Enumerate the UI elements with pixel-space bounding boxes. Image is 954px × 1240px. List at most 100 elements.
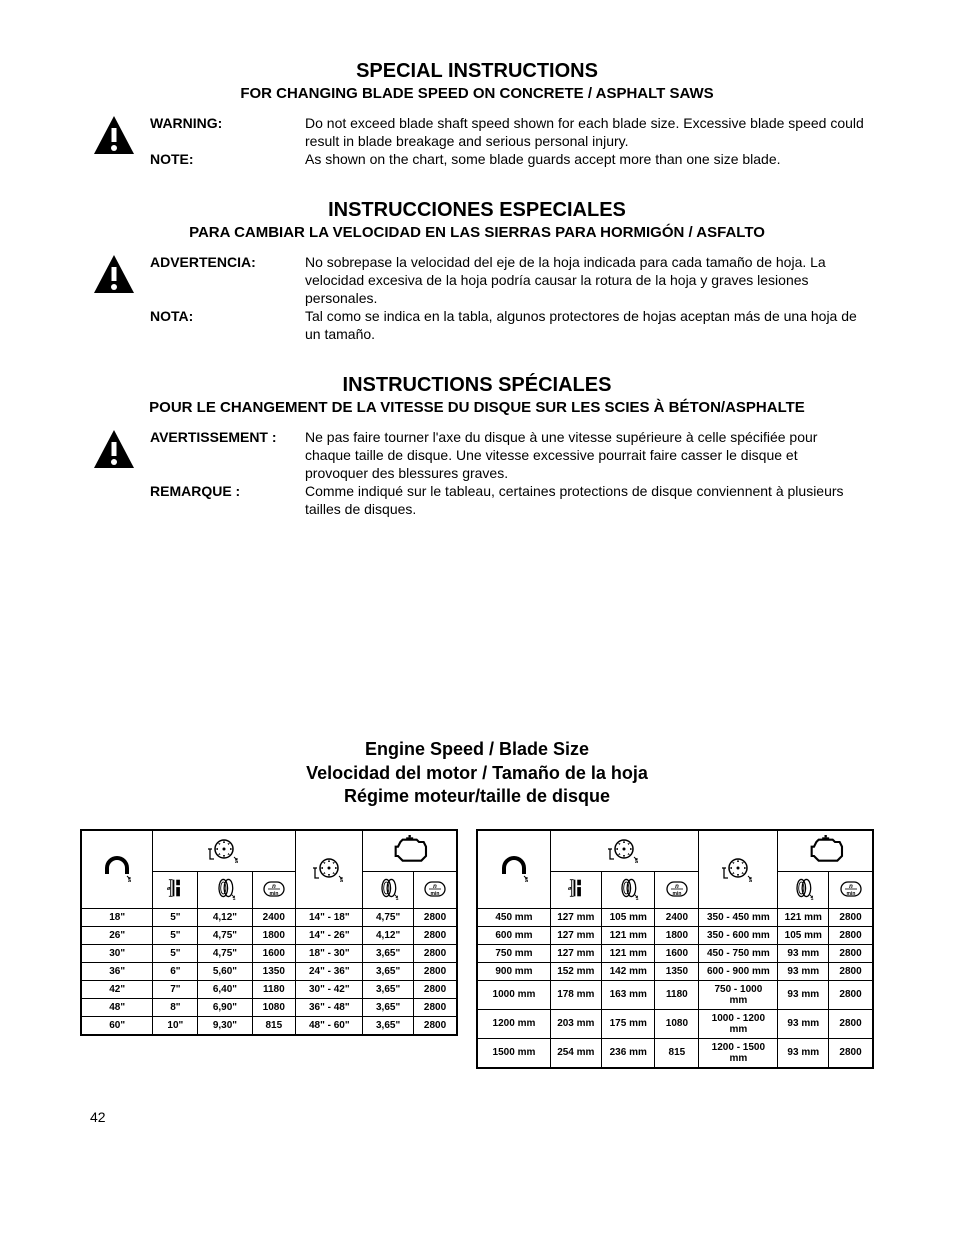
table-cell: 4,12" <box>363 926 413 944</box>
table-cell: 105 mm <box>602 908 655 926</box>
nmin-icon <box>413 871 457 908</box>
blade-group-icon <box>550 830 699 872</box>
table-row: 60"10"9,30"81548" - 60"3,65"2800 <box>81 1016 457 1035</box>
pulley-icon <box>198 871 252 908</box>
table-row: 600 mm127 mm121 mm1800350 - 600 mm105 mm… <box>477 926 873 944</box>
pulley-icon <box>602 871 655 908</box>
section-subtitle: PARA CAMBIAR LA VELOCIDAD EN LAS SIERRAS… <box>80 224 874 241</box>
section-title: INSTRUCCIONES ESPECIALES <box>80 199 874 222</box>
section-title: SPECIAL INSTRUCTIONS <box>80 60 874 83</box>
table-cell: 1350 <box>252 962 296 980</box>
data-table: 450 mm127 mm105 mm2400350 - 450 mm121 mm… <box>476 829 874 1069</box>
table-cell: 48" <box>81 998 153 1016</box>
table-cell: 2800 <box>829 980 873 1009</box>
pulley-icon <box>778 871 829 908</box>
table-cell: 163 mm <box>602 980 655 1009</box>
table-cell: 4,75" <box>363 908 413 926</box>
table-cell: 36" - 48" <box>296 998 363 1016</box>
depth-icon <box>550 871 601 908</box>
table-cell: 1800 <box>655 926 699 944</box>
engine-group-icon <box>363 830 457 872</box>
table-cell: 1180 <box>655 980 699 1009</box>
table-cell: 203 mm <box>550 1009 601 1038</box>
warning-label: WARNING: <box>150 114 305 150</box>
table-cell: 93 mm <box>778 944 829 962</box>
warning-body: Comme indiqué sur le tableau, certaines … <box>305 482 864 518</box>
table-cell: 815 <box>655 1038 699 1068</box>
table-row: 48"8"6,90"108036" - 48"3,65"2800 <box>81 998 457 1016</box>
table-cell: 600 mm <box>477 926 550 944</box>
table-cell: 1600 <box>655 944 699 962</box>
table-cell: 350 - 600 mm <box>699 926 778 944</box>
section-subtitle: POUR LE CHANGEMENT DE LA VITESSE DU DISQ… <box>80 399 874 416</box>
table-cell: 6,90" <box>198 998 252 1016</box>
table-cell: 30" - 42" <box>296 980 363 998</box>
table-cell: 30" <box>81 944 153 962</box>
table-cell: 2800 <box>829 962 873 980</box>
table-cell: 121 mm <box>602 926 655 944</box>
blade-col-icon <box>699 830 778 909</box>
table-cell: 127 mm <box>550 944 601 962</box>
table-row: 1500 mm254 mm236 mm8151200 - 1500 mm93 m… <box>477 1038 873 1068</box>
table-cell: 350 - 450 mm <box>699 908 778 926</box>
table-cell: 2800 <box>829 1009 873 1038</box>
table-row: 26"5"4,75"180014" - 26"4,12"2800 <box>81 926 457 944</box>
table-cell: 5" <box>153 926 198 944</box>
table-cell: 2800 <box>829 908 873 926</box>
warning-triangle-icon <box>90 426 138 474</box>
table-cell: 815 <box>252 1016 296 1035</box>
nmin-icon <box>829 871 873 908</box>
table-cell: 2800 <box>413 926 457 944</box>
table-cell: 254 mm <box>550 1038 601 1068</box>
table-title: Engine Speed / Blade Size Velocidad del … <box>80 738 874 808</box>
engine-group-icon <box>778 830 873 872</box>
table-cell: 93 mm <box>778 1009 829 1038</box>
table-cell: 142 mm <box>602 962 655 980</box>
section-title: INSTRUCTIONS SPÉCIALES <box>80 374 874 397</box>
table-cell: 121 mm <box>778 908 829 926</box>
table-row: 36"6"5,60"135024" - 36"3,65"2800 <box>81 962 457 980</box>
table-row: 30"5"4,75"160018" - 30"3,65"2800 <box>81 944 457 962</box>
table-cell: 3,65" <box>363 944 413 962</box>
table-row: 1000 mm178 mm163 mm1180750 - 1000 mm93 m… <box>477 980 873 1009</box>
table-cell: 1600 <box>252 944 296 962</box>
table-cell: 14" - 26" <box>296 926 363 944</box>
table-cell: 1500 mm <box>477 1038 550 1068</box>
warning-triangle-icon <box>90 112 138 160</box>
warning-label: NOTA: <box>150 307 305 343</box>
table-cell: 900 mm <box>477 962 550 980</box>
table-cell: 1200 - 1500 mm <box>699 1038 778 1068</box>
table-cell: 450 mm <box>477 908 550 926</box>
depth-icon <box>153 871 198 908</box>
table-cell: 2800 <box>829 1038 873 1068</box>
table-row: 1200 mm203 mm175 mm10801000 - 1200 mm93 … <box>477 1009 873 1038</box>
table-cell: 36" <box>81 962 153 980</box>
warning-body: No sobrepase la velocidad del eje de la … <box>305 253 864 308</box>
table-row: 18"5"4,12"240014" - 18"4,75"2800 <box>81 908 457 926</box>
warning-label: NOTE: <box>150 150 305 168</box>
table-cell: 1350 <box>655 962 699 980</box>
warning-block: WARNING:Do not exceed blade shaft speed … <box>80 114 874 169</box>
guard-col-icon <box>81 830 153 909</box>
table-cell: 1200 mm <box>477 1009 550 1038</box>
table-cell: 178 mm <box>550 980 601 1009</box>
warning-body: Ne pas faire tourner l'axe du disque à u… <box>305 428 864 483</box>
blade-group-icon <box>153 830 296 872</box>
table-cell: 1080 <box>252 998 296 1016</box>
table-cell: 3,65" <box>363 962 413 980</box>
table-cell: 6,40" <box>198 980 252 998</box>
table-cell: 2800 <box>829 926 873 944</box>
table-cell: 2400 <box>252 908 296 926</box>
table-cell: 60" <box>81 1016 153 1035</box>
table-cell: 2800 <box>413 908 457 926</box>
table-cell: 175 mm <box>602 1009 655 1038</box>
table-cell: 3,65" <box>363 980 413 998</box>
table-cell: 48" - 60" <box>296 1016 363 1035</box>
table-cell: 18" <box>81 908 153 926</box>
table-cell: 3,65" <box>363 1016 413 1035</box>
warning-block: AVERTISSEMENT :Ne pas faire tourner l'ax… <box>80 428 874 519</box>
section-subtitle: FOR CHANGING BLADE SPEED ON CONCRETE / A… <box>80 85 874 102</box>
blade-col-icon <box>296 830 363 909</box>
table-cell: 2400 <box>655 908 699 926</box>
table-cell: 236 mm <box>602 1038 655 1068</box>
